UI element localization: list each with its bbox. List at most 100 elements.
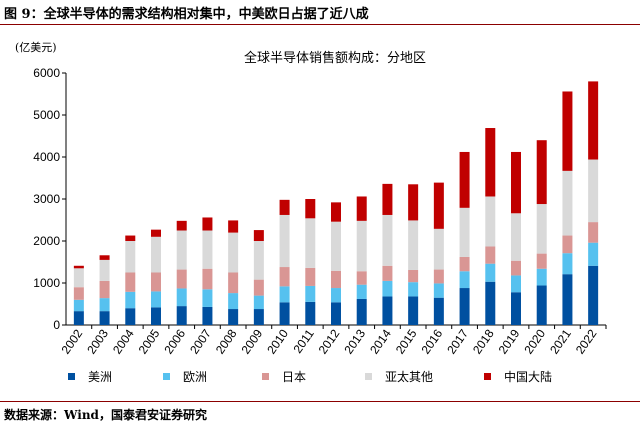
bar-segment-2014 bbox=[382, 296, 393, 325]
bar-segment-2011 bbox=[305, 301, 316, 325]
bar-segment-2002 bbox=[73, 287, 84, 300]
legend-label: 日本 bbox=[282, 370, 306, 384]
bar-segment-2004 bbox=[125, 272, 136, 292]
x-tick-label: 2017 bbox=[444, 326, 471, 356]
legend-swatch bbox=[365, 373, 372, 380]
bar-segment-2007 bbox=[202, 217, 213, 231]
bar-segment-2014 bbox=[382, 183, 393, 215]
bar-segment-2022 bbox=[588, 222, 599, 243]
bar-segment-2010 bbox=[279, 267, 290, 287]
source-note: 数据来源：Wind，国泰君安证券研究 bbox=[4, 408, 207, 422]
bar-segment-2013 bbox=[356, 298, 367, 325]
bar-segment-2022 bbox=[588, 81, 599, 160]
bar-segment-2013 bbox=[356, 220, 367, 272]
legend-swatch bbox=[262, 373, 269, 380]
legend-swatch bbox=[484, 373, 491, 380]
bar-segment-2009 bbox=[253, 309, 264, 325]
bar-segment-2005 bbox=[151, 291, 161, 308]
bar-segment-2012 bbox=[331, 302, 341, 325]
x-tick-label: 2007 bbox=[187, 326, 214, 356]
bar-segment-2007 bbox=[202, 230, 213, 269]
bar-segment-2019 bbox=[511, 275, 521, 293]
x-tick-label: 2010 bbox=[264, 326, 291, 356]
x-tick-label: 2004 bbox=[110, 326, 137, 356]
bar-segment-2022 bbox=[588, 242, 599, 266]
bar-segment-2003 bbox=[99, 298, 110, 312]
bar-segment-2020 bbox=[536, 140, 547, 205]
bar-segment-2012 bbox=[331, 202, 341, 222]
bar-segment-2003 bbox=[99, 255, 110, 260]
bar-segment-2013 bbox=[356, 271, 367, 285]
x-tick-label: 2008 bbox=[213, 326, 240, 356]
bar-segment-2012 bbox=[331, 221, 341, 271]
x-tick-label: 2015 bbox=[393, 326, 420, 356]
y-tick-label: 2000 bbox=[33, 234, 60, 248]
bar-segment-2016 bbox=[433, 297, 444, 325]
x-tick-label: 2005 bbox=[136, 326, 163, 356]
x-tick-label: 2012 bbox=[316, 326, 343, 356]
bar-segment-2010 bbox=[279, 214, 290, 268]
bar-segment-2012 bbox=[331, 288, 341, 303]
bar-segment-2015 bbox=[408, 296, 419, 325]
bar-segment-2013 bbox=[356, 196, 367, 221]
bar-segment-2007 bbox=[202, 289, 213, 307]
bar-segment-2015 bbox=[408, 282, 419, 297]
bar-segment-2005 bbox=[151, 307, 161, 325]
legend-label: 亚太其他 bbox=[385, 369, 433, 384]
bar-segment-2004 bbox=[125, 235, 136, 241]
bar-segment-2008 bbox=[228, 293, 239, 310]
x-tick-label: 2002 bbox=[59, 326, 86, 356]
bar-segment-2013 bbox=[356, 284, 367, 299]
bar-segment-2017 bbox=[459, 207, 470, 257]
bar-segment-2003 bbox=[99, 311, 110, 325]
bar-segment-2006 bbox=[176, 230, 187, 270]
x-tick-label: 2021 bbox=[547, 326, 574, 356]
bar-segment-2017 bbox=[459, 288, 470, 325]
x-tick-label: 2014 bbox=[367, 326, 394, 356]
y-tick-label: 0 bbox=[53, 318, 60, 332]
bar-segment-2009 bbox=[253, 279, 264, 296]
bar-segment-2004 bbox=[125, 291, 136, 309]
bar-segment-2002 bbox=[73, 311, 84, 325]
bar-segment-2003 bbox=[99, 280, 110, 299]
bar-segment-2008 bbox=[228, 220, 239, 233]
y-tick-label: 6000 bbox=[33, 66, 60, 80]
bar-segment-2016 bbox=[433, 182, 444, 229]
legend-label: 美洲 bbox=[88, 370, 112, 384]
bar-segment-2005 bbox=[151, 272, 161, 292]
legend-label: 中国大陆 bbox=[504, 369, 552, 384]
bar-segment-2009 bbox=[253, 295, 264, 310]
bar-segment-2015 bbox=[408, 184, 419, 221]
x-tick-label: 2003 bbox=[84, 326, 111, 356]
figure-title: 图 9：全球半导体的需求结构相对集中，中美欧日占据了近八成 bbox=[4, 7, 369, 22]
header-divider bbox=[0, 24, 640, 25]
bar-segment-2021 bbox=[562, 274, 573, 325]
bar-segment-2011 bbox=[305, 199, 316, 219]
bar-segment-2016 bbox=[433, 228, 444, 270]
bar-segment-2015 bbox=[408, 220, 419, 270]
bar-segment-2006 bbox=[176, 269, 187, 289]
bar-segment-2002 bbox=[73, 265, 84, 269]
bar-segment-2006 bbox=[176, 306, 187, 325]
bar-segment-2004 bbox=[125, 241, 136, 273]
bar-segment-2010 bbox=[279, 286, 290, 303]
bar-segment-2020 bbox=[536, 285, 547, 325]
x-tick-label: 2013 bbox=[341, 326, 368, 356]
x-tick-label: 2011 bbox=[290, 326, 316, 355]
bar-segment-2016 bbox=[433, 269, 444, 284]
x-tick-label: 2018 bbox=[470, 326, 497, 356]
x-tick-label: 2016 bbox=[419, 326, 446, 356]
bar-segment-2020 bbox=[536, 253, 547, 269]
bar-segment-2008 bbox=[228, 232, 239, 273]
bar-segment-2009 bbox=[253, 230, 264, 241]
bar-segment-2010 bbox=[279, 199, 290, 215]
bar-segment-2009 bbox=[253, 241, 264, 280]
bar-segment-2008 bbox=[228, 309, 239, 325]
y-tick-label: 5000 bbox=[33, 108, 60, 122]
x-tick-label: 2006 bbox=[161, 326, 188, 356]
bar-segment-2017 bbox=[459, 256, 470, 272]
bar-segment-2004 bbox=[125, 308, 136, 325]
bar-segment-2003 bbox=[99, 259, 110, 281]
bar-segment-2021 bbox=[562, 253, 573, 275]
bar-segment-2011 bbox=[305, 218, 316, 268]
